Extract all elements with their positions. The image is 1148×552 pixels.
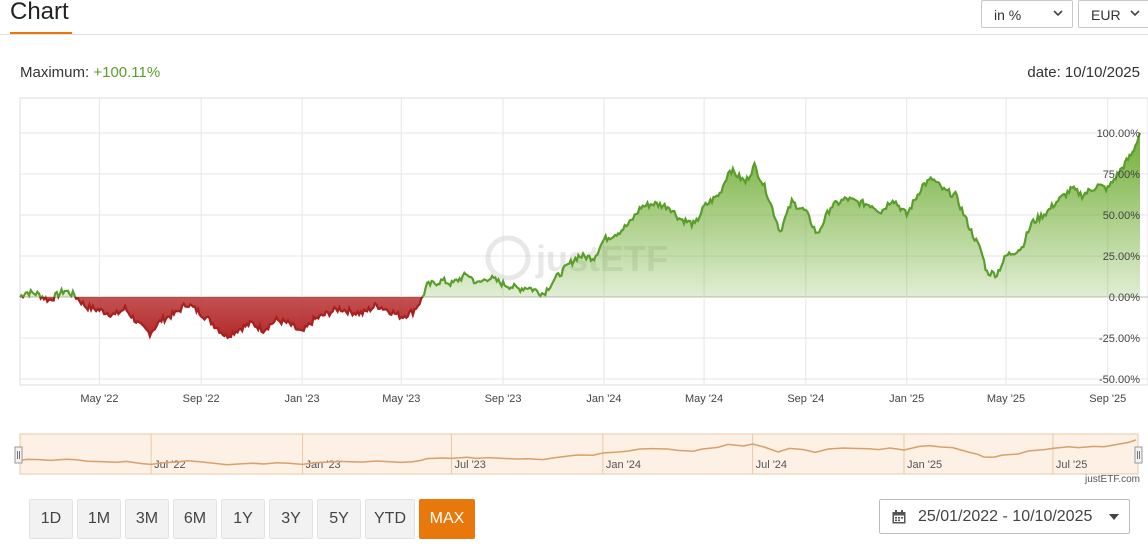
title-divider — [0, 34, 1148, 35]
chevron-down-icon — [1053, 10, 1063, 17]
x-tick-label: May '24 — [685, 393, 723, 405]
range-button-1d[interactable]: 1D — [29, 499, 73, 539]
currency-select[interactable]: EUR — [1078, 0, 1148, 28]
y-tick-label: 0.00% — [1109, 292, 1140, 304]
y-axis-labels: 100.00% 75.00% 50.00% 25.00% 0.00% -25.00% -50… — [1097, 128, 1141, 386]
x-tick-label: May '22 — [80, 393, 118, 405]
navigator-handle-right[interactable] — [1134, 446, 1143, 464]
navigator-background — [19, 433, 1139, 475]
series-line — [19, 132, 1142, 340]
navigator[interactable]: Jul '22 Jan '23 Jul '23 Jan '24 Jul '24 Jan '… — [0, 430, 1148, 475]
x-tick-label: Sep '22 — [183, 393, 220, 405]
x-axis-labels: May '22 Sep '22 Jan '23 May '23 Sep '23 Jan '… — [80, 393, 1126, 405]
maximum-info: Maximum: +100.11% — [20, 64, 160, 81]
area-negative — [20, 297, 1140, 338]
navigator-tick-label: Jul '23 — [454, 459, 485, 471]
unit-select[interactable]: in % — [981, 0, 1073, 28]
range-button-1y[interactable]: 1Y — [221, 499, 265, 539]
calendar-icon — [892, 510, 906, 524]
area-positive — [20, 132, 1140, 297]
maximum-value: +100.11% — [93, 64, 161, 81]
chart-credit: justETF.com — [1084, 474, 1140, 485]
range-button-6m[interactable]: 6M — [173, 499, 217, 539]
navigator-tick-label: Jan '25 — [907, 459, 942, 471]
x-tick-label: Jan '24 — [586, 393, 621, 405]
range-button-max[interactable]: MAX — [419, 499, 475, 539]
unit-select-value: in % — [994, 7, 1022, 23]
area-fill — [20, 132, 1140, 338]
x-tick-label: May '23 — [382, 393, 420, 405]
date-value: 10/10/2025 — [1064, 64, 1140, 81]
x-tick-label: Sep '24 — [787, 393, 824, 405]
page-title: Chart — [10, 0, 69, 25]
y-tick-label: 100.00% — [1097, 128, 1141, 140]
performance-chart[interactable]: justETF 100.00%75.00%50.00%25.00%0.00%-2… — [0, 95, 1148, 415]
y-tick-label: -50.00% — [1099, 374, 1140, 386]
range-button-5y[interactable]: 5Y — [317, 499, 361, 539]
range-button-3m[interactable]: 3M — [125, 499, 169, 539]
range-button-3y[interactable]: 3Y — [269, 499, 313, 539]
x-tick-label: Jan '25 — [889, 393, 924, 405]
y-tick-label: -25.00% — [1099, 333, 1140, 345]
series-line-negative — [19, 297, 542, 340]
navigator-ticks: Jul '22 Jan '23 Jul '23 Jan '24 Jul '24 Jan '… — [150, 434, 1087, 474]
maximum-label: Maximum: — [20, 64, 90, 81]
series-line-positive — [19, 132, 1142, 297]
x-tick-label: May '25 — [987, 393, 1025, 405]
date-info: date: 10/10/2025 — [1027, 64, 1140, 81]
title-underline — [10, 32, 72, 35]
range-button-1m[interactable]: 1M — [77, 499, 121, 539]
range-button-ytd[interactable]: YTD — [365, 499, 415, 539]
navigator-tick-label: Jul '22 — [154, 459, 185, 471]
watermark-logo-icon — [485, 235, 531, 281]
plot-frame — [19, 97, 1148, 386]
y-tick-label: 25.00% — [1103, 251, 1141, 263]
date-range-picker[interactable]: 25/01/2022 - 10/10/2025 — [879, 499, 1130, 534]
y-tick-label: 50.00% — [1103, 210, 1141, 222]
date-label: date: — [1027, 64, 1061, 81]
navigator-tick-label: Jul '24 — [756, 459, 787, 471]
navigator-handle-left[interactable] — [14, 446, 23, 464]
currency-select-value: EUR — [1091, 7, 1121, 23]
navigator-tick-label: Jan '23 — [306, 459, 341, 471]
y-tick-label: 75.00% — [1103, 169, 1141, 181]
chevron-down-icon — [1130, 10, 1140, 17]
x-tick-label: Sep '23 — [485, 393, 522, 405]
x-tick-label: Jan '23 — [284, 393, 319, 405]
caret-down-icon — [1109, 514, 1119, 520]
navigator-tick-label: Jan '24 — [606, 459, 641, 471]
navigator-line — [21, 439, 1137, 466]
date-range-value: 25/01/2022 - 10/10/2025 — [918, 508, 1093, 525]
navigator-tick-label: Jul '25 — [1056, 459, 1087, 471]
x-tick-label: Sep '25 — [1089, 393, 1126, 405]
